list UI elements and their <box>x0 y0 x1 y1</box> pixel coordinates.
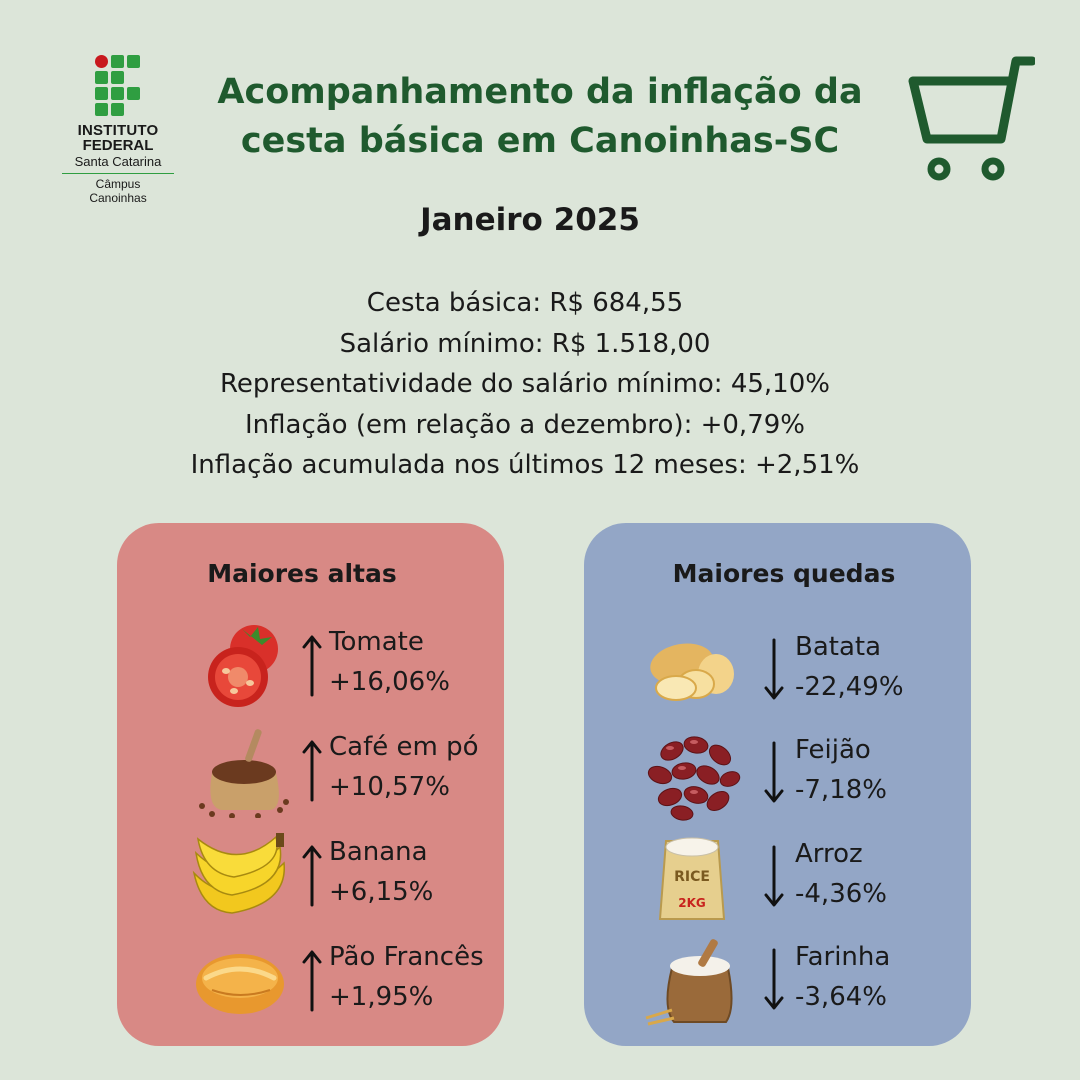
logo-text-state: Santa Catarina <box>74 154 162 169</box>
summary-stats: Cesta básica: R$ 684,55 Salário mínimo: … <box>0 283 1050 486</box>
list-item-arroz: RICE 2KG Arroz -4,36% <box>584 835 971 925</box>
list-item-tomate: Tomate +16,06% <box>117 623 504 713</box>
item-change: -7,18% <box>795 775 887 805</box>
list-item-feijao: Feijão -7,18% <box>584 731 971 821</box>
list-item-cafe: Café em pó +10,57% <box>117 728 504 818</box>
item-name: Pão Francês <box>329 942 484 972</box>
list-item-banana: Banana +6,15% <box>117 833 504 923</box>
panel-title-quedas: Maiores quedas <box>672 559 896 588</box>
arrow-up-icon <box>302 740 322 802</box>
arrow-down-icon <box>764 948 784 1010</box>
stat-cesta-basica: Cesta básica: R$ 684,55 <box>366 288 684 318</box>
stat-inflacao-acumulada: Inflação acumulada nos últimos 12 meses:… <box>190 450 860 480</box>
logo-text-city: Canoinhas <box>89 191 147 205</box>
list-item-farinha: Farinha -3,64% <box>584 938 971 1028</box>
item-name: Feijão <box>795 735 871 765</box>
logo-text-federal: FEDERAL <box>82 137 154 154</box>
rice-bag-label: RICE <box>674 869 710 885</box>
page-title: Acompanhamento da inflação da cesta bási… <box>200 68 880 166</box>
arrow-down-icon <box>764 741 784 803</box>
logo-text-instituto: INSTITUTO <box>77 122 159 139</box>
panel-title-altas: Maiores altas <box>207 559 397 588</box>
page-title-line2: cesta básica em Canoinhas-SC <box>240 121 840 161</box>
stat-salario-minimo: Salário mínimo: R$ 1.518,00 <box>339 328 711 359</box>
item-change: +16,06% <box>329 667 450 697</box>
list-item-pao-frances: Pão Francês +1,95% <box>117 938 504 1028</box>
stat-representatividade: Representatividade do salário mínimo: 45… <box>220 369 830 399</box>
rice-sack-icon: RICE 2KG <box>658 837 726 920</box>
arrow-up-icon <box>302 845 322 907</box>
institute-logo: INSTITUTO FEDERAL Santa Catarina Câmpus … <box>62 55 174 205</box>
stat-inflacao-mensal: Inflação (em relação a dezembro): +0,79% <box>244 409 805 440</box>
logo-grid-icon <box>95 55 141 117</box>
item-name: Café em pó <box>329 732 479 762</box>
item-name: Banana <box>329 837 428 867</box>
item-name: Tomate <box>329 627 424 657</box>
arrow-up-icon <box>302 950 322 1012</box>
panel-maiores-quedas: Maiores quedas Batata -22,49% <box>584 523 971 1046</box>
item-change: -3,64% <box>795 982 887 1012</box>
potato-icon <box>650 643 734 701</box>
flour-sack-icon <box>645 939 733 1026</box>
item-change: +1,95% <box>329 982 434 1012</box>
list-item-batata: Batata -22,49% <box>584 628 971 718</box>
bread-roll-icon <box>196 954 284 1014</box>
item-change: +10,57% <box>329 772 450 802</box>
item-change: -4,36% <box>795 879 887 909</box>
logo-text-campus: Câmpus <box>95 177 141 191</box>
logo-divider <box>62 173 174 174</box>
shopping-cart-icon <box>908 56 1035 181</box>
item-name: Arroz <box>795 839 863 869</box>
item-change: -22,49% <box>795 672 904 702</box>
arrow-up-icon <box>302 635 322 697</box>
page-title-line1: Acompanhamento da inflação da <box>217 72 863 112</box>
rice-bag-weight: 2KG <box>678 896 706 910</box>
coffee-sack-icon <box>199 729 289 818</box>
panel-maiores-altas: Maiores altas Tomate +16,06% <box>117 523 504 1046</box>
report-month: Janeiro 2025 <box>420 202 640 238</box>
item-name: Batata <box>795 632 882 662</box>
banana-icon <box>192 833 285 914</box>
beans-icon <box>647 736 741 821</box>
arrow-down-icon <box>764 845 784 907</box>
item-name: Farinha <box>795 942 891 972</box>
tomato-icon <box>208 625 278 707</box>
arrow-down-icon <box>764 638 784 700</box>
item-change: +6,15% <box>329 877 434 907</box>
